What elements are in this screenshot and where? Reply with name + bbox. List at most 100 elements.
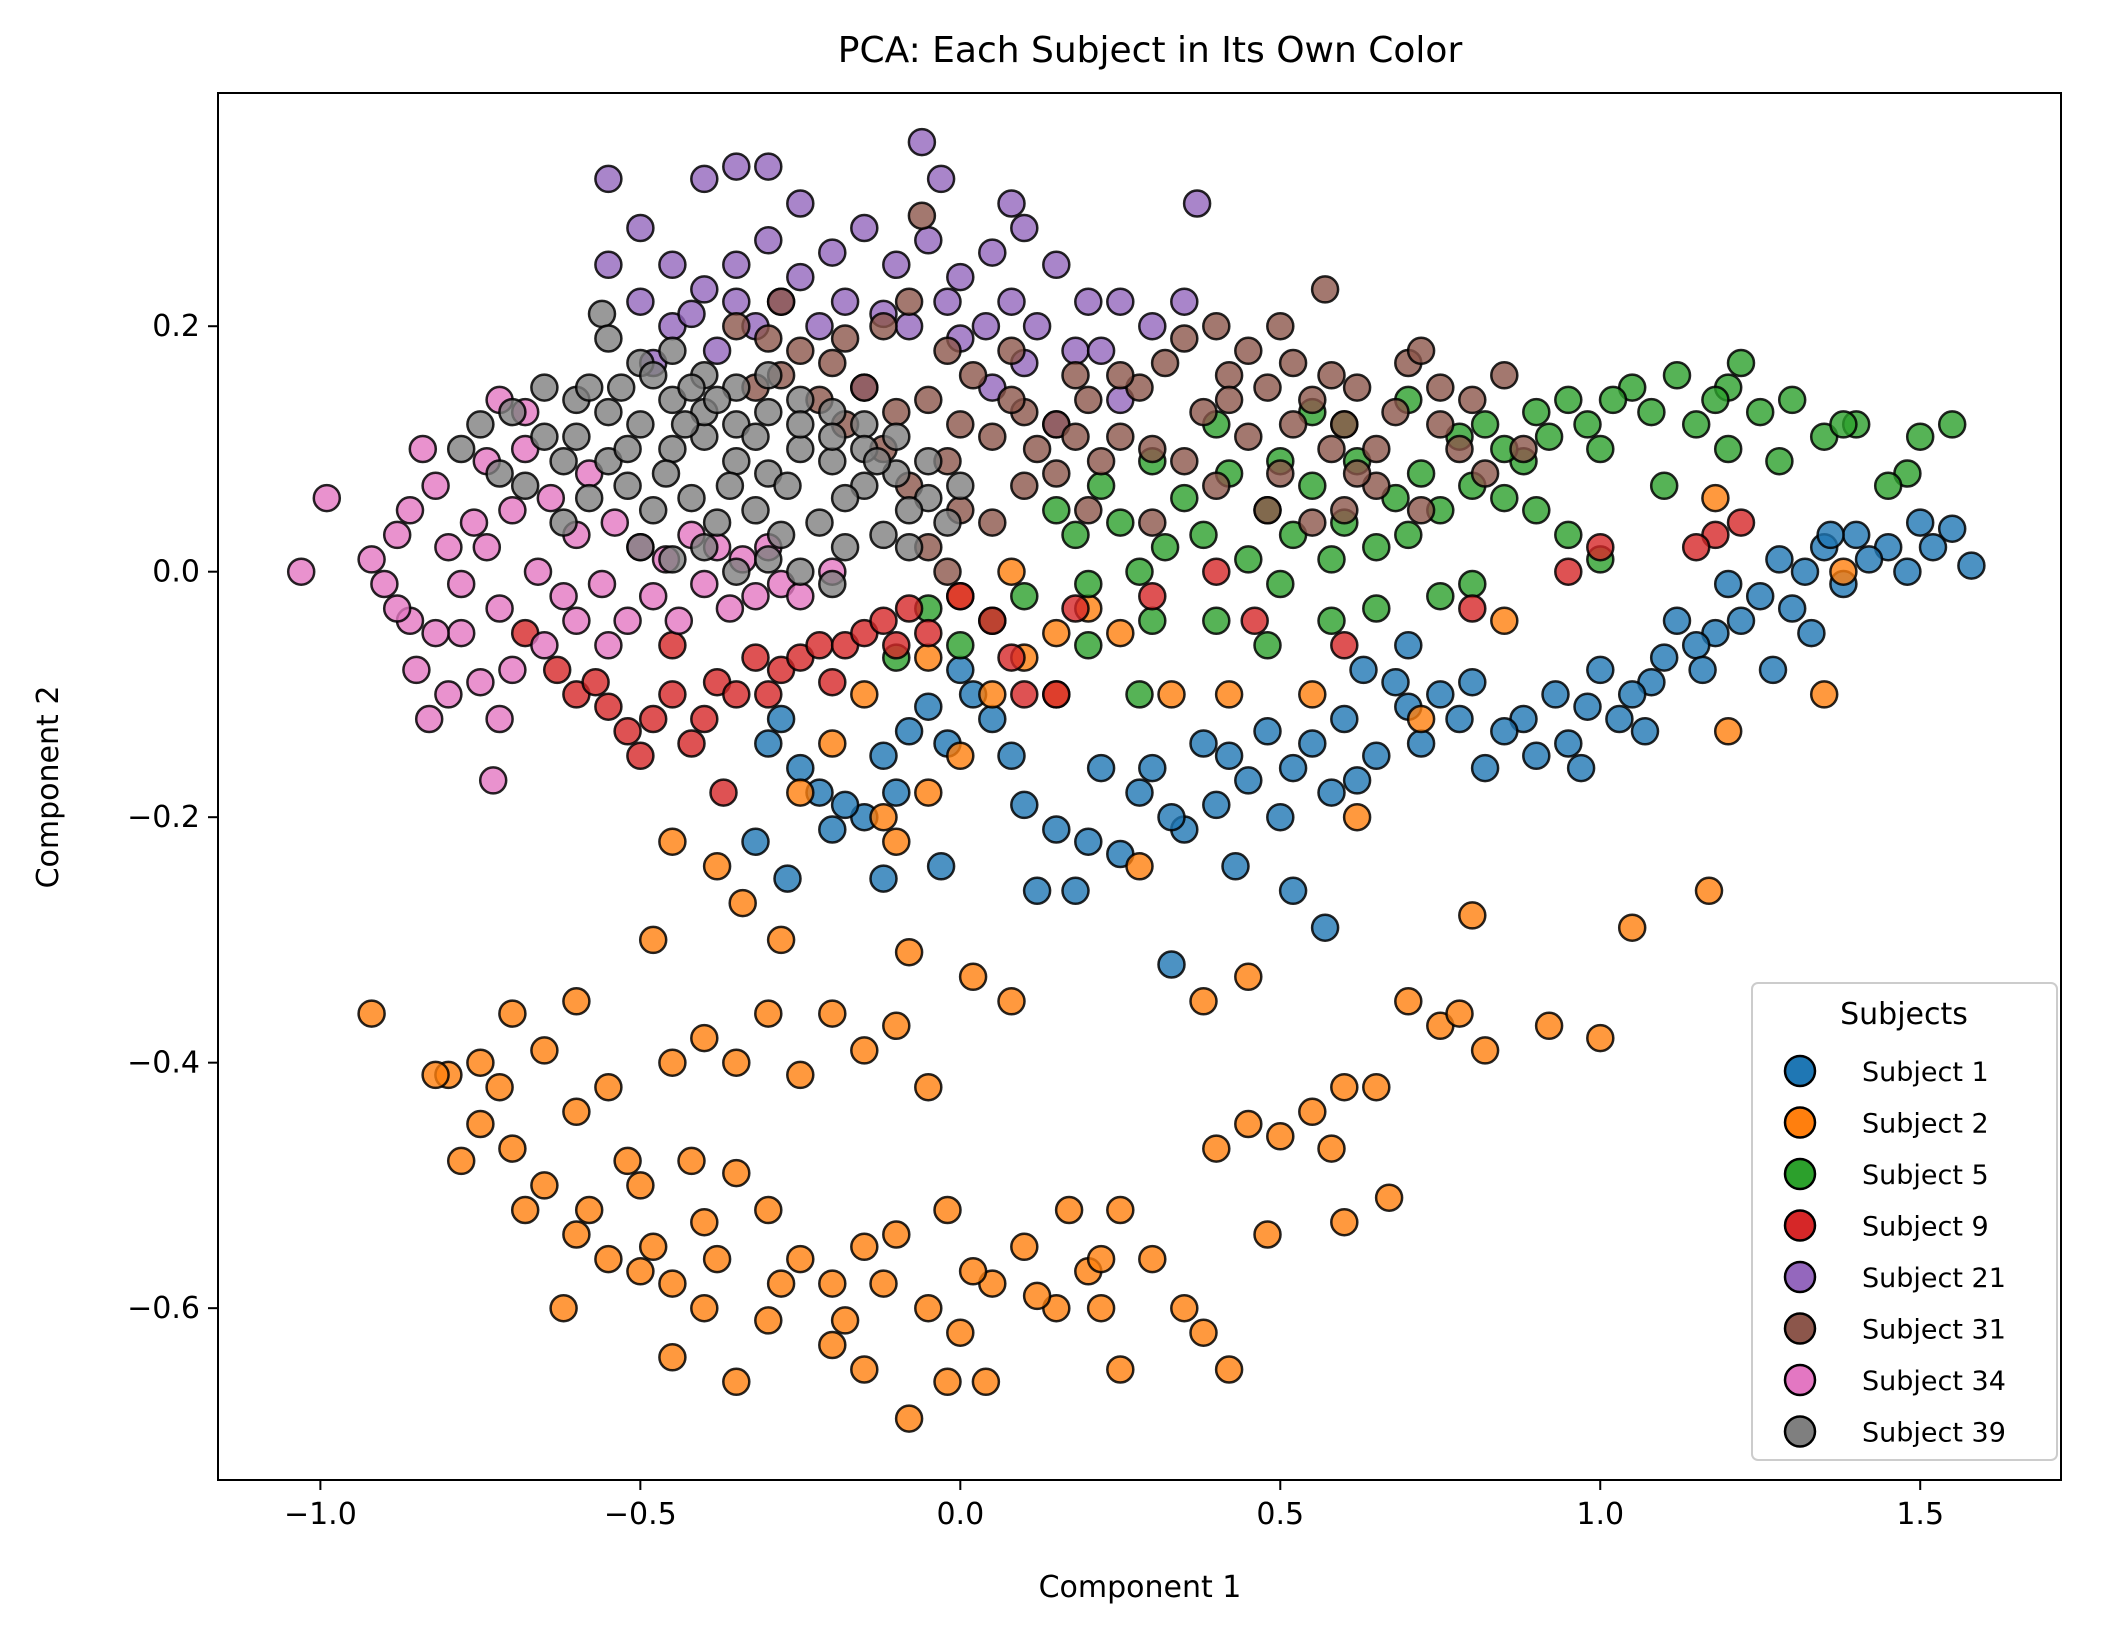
scatter-point (651, 459, 681, 488)
scatter-point (690, 1023, 719, 1053)
scatter-point (1214, 680, 1244, 709)
legend-label: Subject 31 (1862, 1315, 2006, 1346)
series-subject-39 (446, 299, 975, 599)
scatter-point (946, 471, 975, 501)
scatter-point (773, 471, 802, 501)
scatter-point (485, 459, 514, 488)
scatter-point (1342, 459, 1372, 488)
scatter-point (1310, 913, 1340, 942)
scatter-point (1086, 446, 1116, 476)
scatter-point (933, 336, 962, 366)
legend-items: Subject 1 Subject 2 Subject 5 Subject 9 Subj… (1783, 1054, 2006, 1449)
scatter-point (1649, 471, 1679, 501)
scatter-point (1937, 410, 1967, 439)
scatter-point (1266, 802, 1295, 832)
scatter-point (658, 827, 687, 856)
scatter-point (549, 446, 578, 476)
scatter-point (1298, 471, 1327, 501)
scatter-point (722, 446, 751, 476)
series-subject-2 (357, 483, 1858, 1433)
scatter-point (1541, 680, 1570, 709)
scatter-point (1125, 852, 1154, 881)
scatter-point (1221, 852, 1250, 881)
scatter-point (690, 164, 719, 194)
scatter-point (754, 680, 783, 709)
scatter-point (1873, 471, 1903, 501)
scatter-point (1662, 606, 1692, 636)
scatter-point (574, 1195, 604, 1225)
scatter-point (370, 569, 399, 599)
scatter-point (786, 581, 815, 611)
scatter-point (1406, 336, 1436, 366)
scatter-point (530, 373, 559, 402)
scatter-point (1234, 422, 1263, 451)
scatter-point (926, 164, 956, 194)
scatter-point (850, 680, 879, 709)
scatter-point (850, 213, 879, 243)
scatter-point (869, 802, 898, 832)
scatter-point (434, 680, 463, 709)
scatter-point (1253, 631, 1282, 660)
legend-marker (1783, 1363, 1817, 1397)
scatter-point (1688, 655, 1717, 685)
scatter-point (587, 299, 617, 329)
scatter-point (1829, 410, 1858, 439)
scatter-point (446, 618, 476, 648)
legend-label: Subject 5 (1862, 1160, 1989, 1191)
scatter-point (1765, 446, 1794, 476)
scatter-point (1042, 618, 1071, 648)
scatter-point (1586, 532, 1615, 562)
scatter-point (446, 434, 476, 464)
scatter-point (1649, 643, 1679, 672)
scatter-point (1278, 348, 1308, 378)
legend-box (1751, 982, 2058, 1461)
points-layer (286, 127, 1986, 1433)
scatter-point (626, 410, 655, 439)
scatter-point (1522, 397, 1551, 427)
scatter-point (1362, 1072, 1391, 1102)
scatter-point (818, 397, 847, 427)
scatter-point (1138, 1244, 1167, 1274)
scatter-point (1042, 496, 1071, 525)
scatter-point (1509, 434, 1538, 464)
y-tick-label: 0.2 (152, 309, 200, 344)
scatter-point (997, 643, 1026, 672)
legend-label: Subject 9 (1862, 1212, 1989, 1243)
scatter-point (786, 410, 815, 439)
series-subject-1 (741, 508, 1986, 979)
scatter-point (613, 1146, 642, 1176)
scatter-point (946, 1318, 975, 1347)
scatter-point (626, 532, 655, 562)
plot-frame (217, 92, 2062, 1481)
scatter-point (1234, 1109, 1263, 1139)
scatter-point (818, 667, 847, 697)
scatter-point (1157, 680, 1186, 709)
scatter-point (830, 324, 860, 353)
y-tick-label: 0.0 (152, 555, 200, 590)
scatter-point (1214, 361, 1244, 390)
scatter-point (594, 164, 623, 194)
scatter-point (626, 213, 655, 243)
x-tick-label: 0.5 (1256, 1497, 1304, 1532)
scatter-point (1138, 311, 1167, 341)
scatter-point (1362, 594, 1391, 623)
scatter-point (421, 1060, 450, 1090)
scatter-point (894, 717, 924, 746)
scatter-point (997, 189, 1026, 218)
scatter-point (971, 311, 1001, 341)
scatter-point (1598, 385, 1628, 415)
scatter-point (1022, 434, 1052, 464)
scatter-point (1317, 361, 1346, 390)
scatter-point (1349, 655, 1378, 685)
scatter-point (1010, 680, 1039, 709)
scatter-point (1829, 557, 1858, 586)
legend-label: Subject 1 (1862, 1057, 1989, 1088)
scatter-point (1202, 790, 1231, 820)
scatter-point (722, 250, 751, 280)
scatter-point (1278, 410, 1308, 439)
scatter-point (882, 778, 911, 807)
y-axis-label: Component 2 (31, 686, 66, 889)
scatter-point (978, 238, 1007, 267)
scatter-point (1726, 348, 1756, 378)
